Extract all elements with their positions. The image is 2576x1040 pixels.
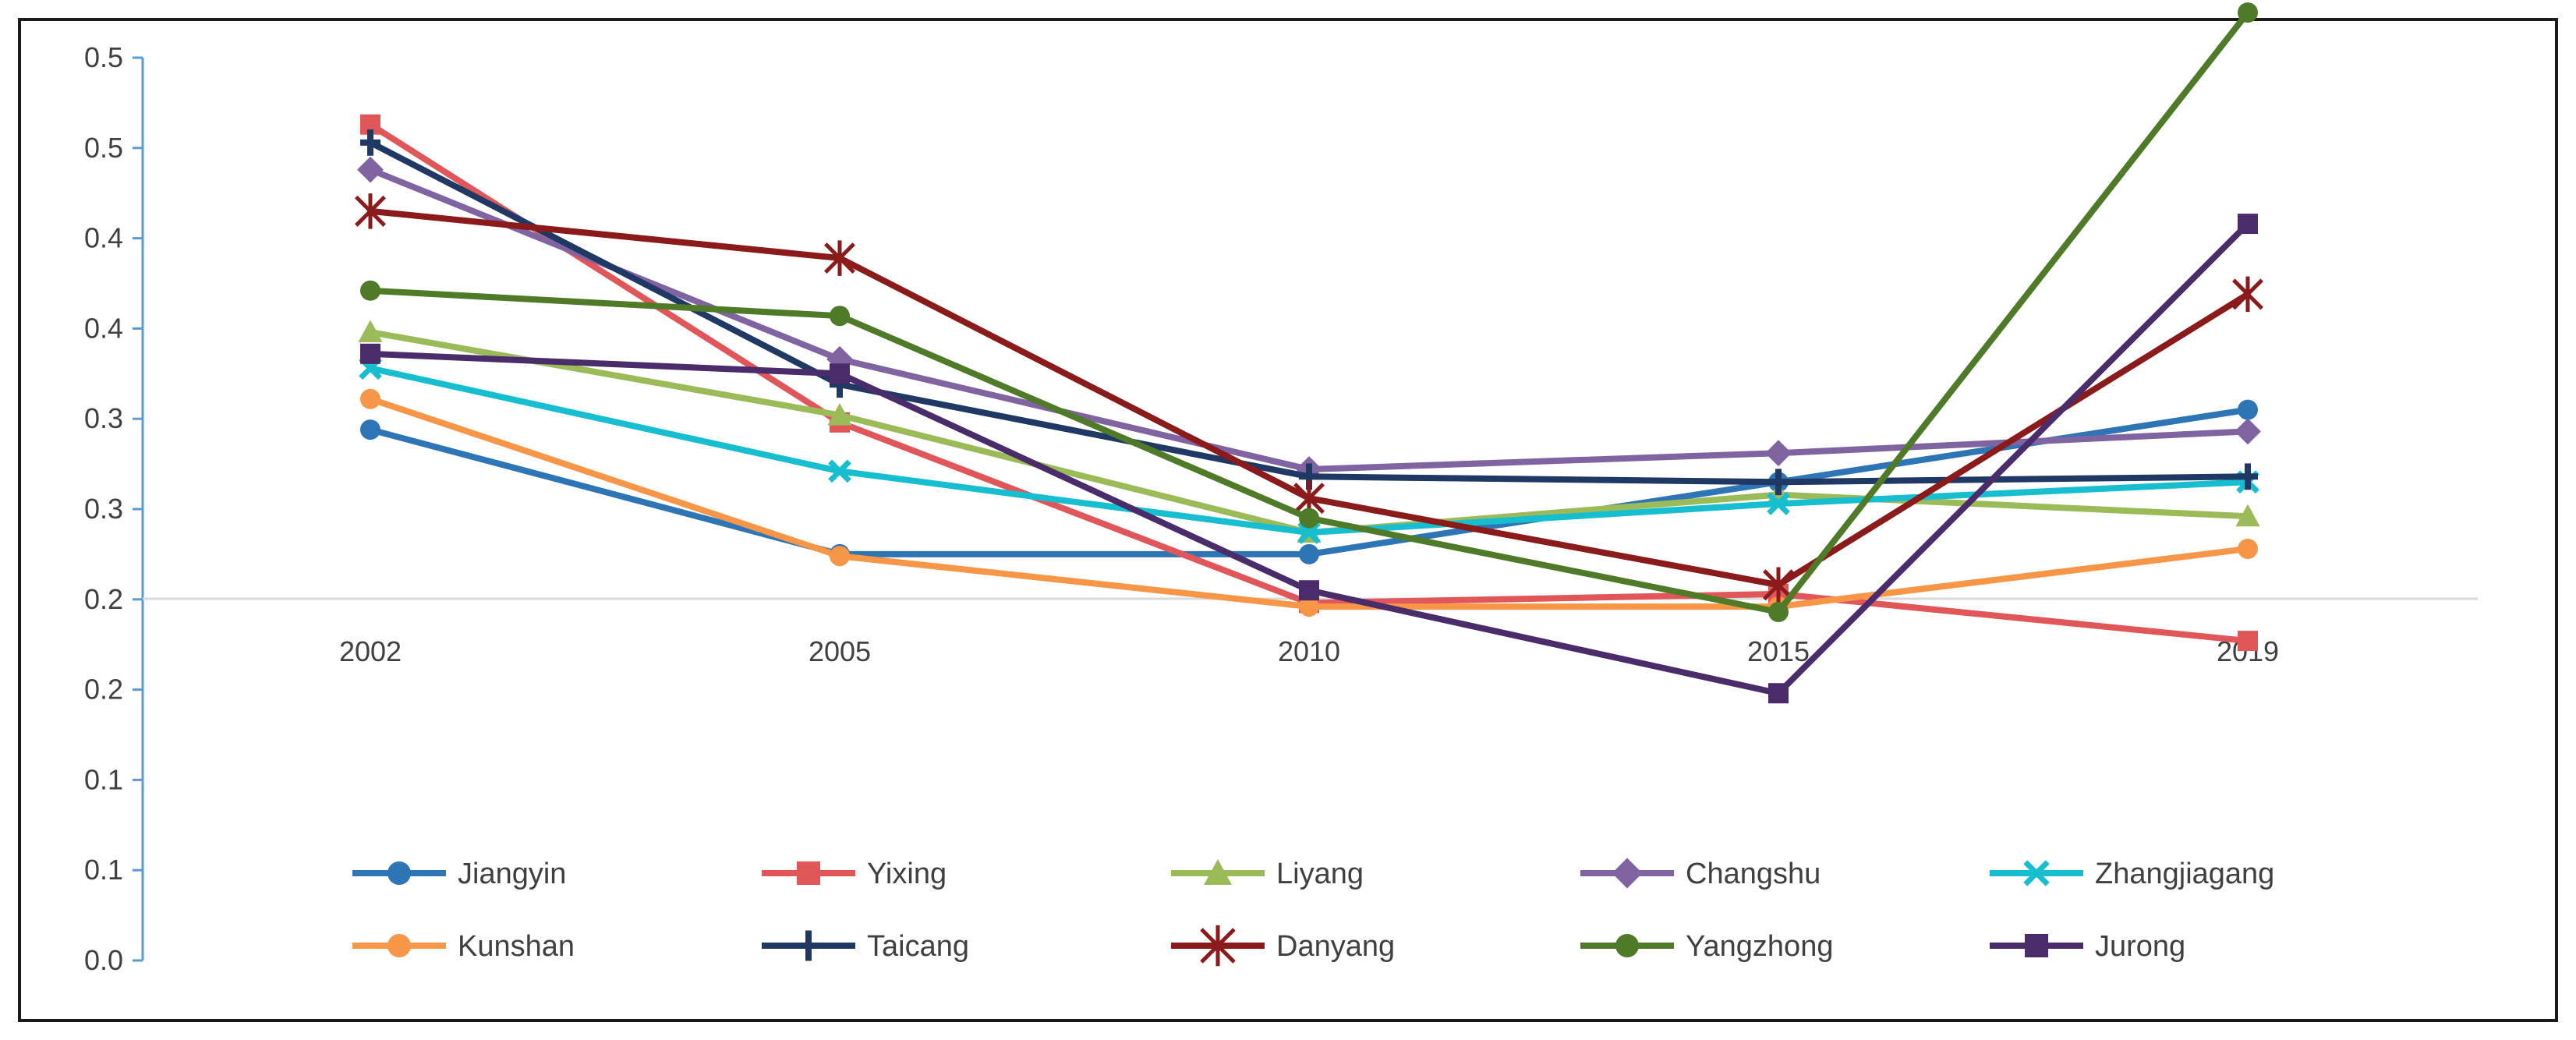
legend-marker-danyang (1200, 925, 1236, 967)
data-point-kunshan (1299, 596, 1319, 617)
data-point-danyang (355, 193, 386, 229)
data-point-jiangyin (360, 419, 380, 440)
x-tick-label: 2005 (809, 635, 871, 667)
data-point-jurong (360, 343, 380, 364)
data-point-danyang (2232, 276, 2263, 313)
legend-label: Changshu (1686, 858, 1821, 890)
legend-marker-jiangyin (387, 861, 411, 885)
data-point-kunshan (2238, 538, 2258, 559)
data-point-jurong (2238, 214, 2258, 235)
series-yangzhong (360, 2, 2258, 623)
legend-marker-kunshan (387, 934, 411, 957)
legend-marker-yixing (797, 861, 820, 885)
y-tick-label: 0.5 (84, 41, 123, 73)
legend-item-changshu: Changshu (1580, 858, 1821, 890)
legend-label: Jiangyin (458, 858, 566, 890)
data-point-yixing (2238, 631, 2258, 652)
data-point-yangzhong (1768, 602, 1789, 623)
legend-marker-jurong (2025, 934, 2048, 957)
legend-label: Zhangjiagang (2095, 858, 2274, 890)
legend-item-yixing: Yixing (762, 858, 947, 890)
data-point-yangzhong (1299, 508, 1319, 529)
data-point-taicang (1768, 469, 1789, 496)
legend-marker-yangzhong (1615, 934, 1639, 957)
data-point-jurong (1768, 683, 1789, 704)
x-tick-label: 2010 (1278, 635, 1340, 667)
data-point-changshu (2235, 418, 2261, 445)
data-point-danyang (1763, 567, 1794, 603)
y-tick-label: 0.3 (84, 402, 123, 434)
x-tick-label: 2002 (339, 635, 402, 667)
data-point-yangzhong (2238, 2, 2258, 23)
legend-label: Taicang (867, 930, 969, 963)
data-point-jiangyin (1299, 543, 1319, 564)
data-point-zhangjiagang (1297, 521, 1321, 544)
data-point-jurong (1299, 580, 1319, 601)
legend-label: Kunshan (458, 930, 575, 963)
data-point-changshu (1765, 440, 1792, 467)
x-axis-ticks: 2002 2005 2010 2015 2019 (339, 635, 2279, 667)
x-tick-label: 2015 (1747, 635, 1810, 667)
data-point-taicang (360, 129, 380, 156)
chart-frame (18, 18, 2558, 1022)
y-tick-label: 0.3 (84, 493, 123, 525)
data-point-kunshan (360, 388, 380, 409)
data-point-kunshan (830, 546, 850, 567)
y-tick-label: 0.4 (84, 222, 123, 254)
legend-label: Yangzhong (1686, 930, 1833, 963)
y-tick-label: 0.2 (84, 674, 123, 706)
legend-label: Jurong (2095, 930, 2185, 963)
legend-item-jurong: Jurong (1990, 930, 2185, 963)
legend-label: Danyang (1276, 930, 1395, 963)
data-point-liyang (827, 402, 852, 426)
y-tick-label: 0.1 (84, 854, 123, 886)
legend-item-yangzhong: Yangzhong (1580, 930, 1833, 963)
data-point-zhangjiagang (1767, 492, 1790, 515)
y-tick-label: 0.1 (84, 763, 123, 795)
y-axis-ticks: 0.5 0.5 0.4 0.4 0.3 0.3 0.2 0.2 0.1 0.1 0.0 (84, 41, 143, 976)
legend-label: Yixing (867, 858, 947, 890)
data-point-zhangjiagang (828, 459, 851, 483)
data-point-liyang (2235, 504, 2260, 527)
data-point-yangzhong (830, 306, 850, 327)
legend-item-zhangjiagang: Zhangjiagang (1990, 858, 2274, 890)
series-layer (355, 2, 2263, 704)
legend-item-jiangyin: Jiangyin (352, 858, 566, 890)
data-point-jiangyin (2238, 399, 2258, 420)
data-point-changshu (357, 156, 384, 183)
y-tick-label: 0.0 (84, 944, 123, 976)
legend-item-kunshan: Kunshan (352, 930, 575, 963)
y-tick-label: 0.2 (84, 583, 123, 615)
legend-item-danyang: Danyang (1171, 925, 1395, 967)
data-point-taicang (2238, 463, 2258, 490)
legend: Jiangyin Yixing Liyang Changshu Zhangjiagang… (352, 858, 2274, 967)
data-point-jurong (830, 363, 850, 384)
legend-marker-liyang (1204, 859, 1232, 885)
data-point-danyang (824, 240, 855, 276)
legend-marker-zhangjiagang (2023, 860, 2050, 886)
series-jurong (360, 214, 2258, 704)
legend-label: Liyang (1276, 858, 1364, 890)
series-danyang (355, 193, 2263, 603)
legend-marker-changshu (1612, 858, 1643, 889)
data-point-yangzhong (360, 280, 380, 301)
y-tick-label: 0.4 (84, 312, 123, 344)
y-tick-label: 0.5 (84, 132, 123, 164)
series-zhangjiagang (359, 356, 2259, 544)
legend-marker-taicang (797, 930, 820, 961)
legend-item-liyang: Liyang (1171, 858, 1364, 890)
legend-item-taicang: Taicang (762, 930, 969, 963)
data-point-liyang (358, 320, 383, 343)
